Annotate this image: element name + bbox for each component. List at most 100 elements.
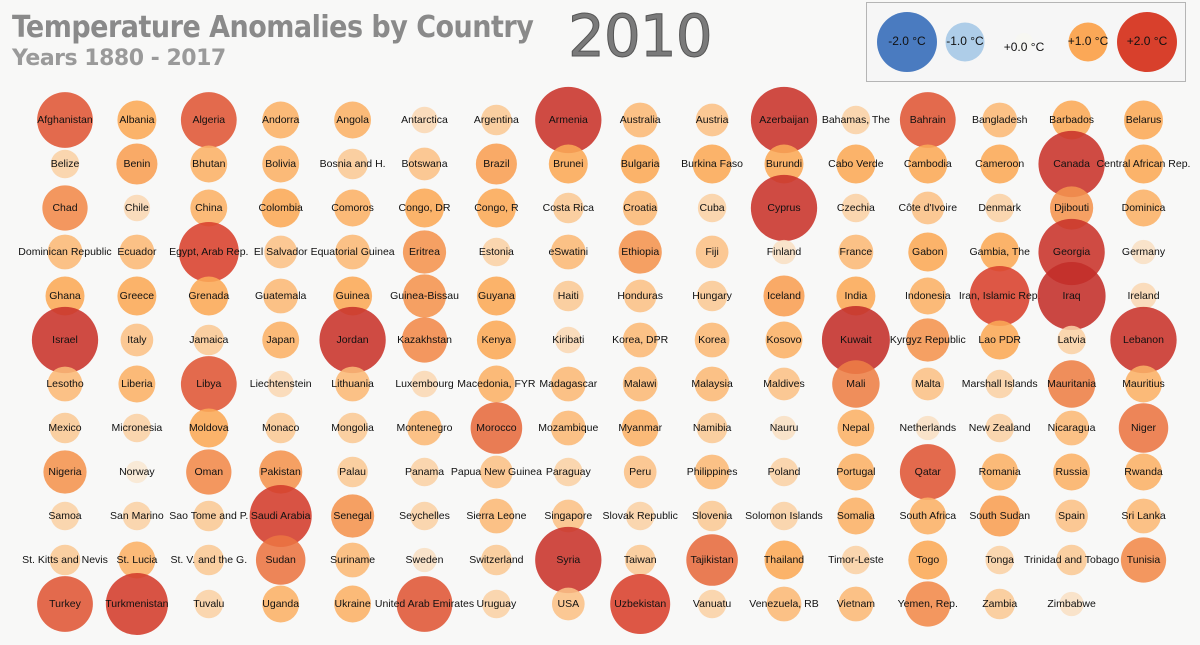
legend-swatch: [877, 12, 937, 72]
legend-swatch: [1117, 12, 1177, 72]
bubble-circle: [625, 501, 655, 531]
country-label: eSwatini: [548, 246, 588, 258]
bubble-circle: [750, 174, 818, 242]
country-label: Botswana: [401, 158, 447, 170]
bubble-circle: [122, 501, 152, 531]
legend-label: +1.0 °C: [1068, 34, 1109, 48]
country-bubble-switzerland: Switzerland: [469, 544, 524, 576]
country-bubble-vanuatu: Vanuatu: [693, 589, 731, 619]
bubble-circle: [178, 222, 239, 282]
country-bubble-san-marino: San Marino: [110, 501, 164, 531]
bubble-circle: [836, 144, 876, 184]
bubble-circle: [841, 545, 871, 575]
country-bubble-ecuador: Ecuador: [117, 234, 157, 270]
country-bubble-chile: Chile: [123, 194, 151, 222]
country-bubble-norway: Norway: [119, 460, 155, 484]
country-label: Mali: [846, 378, 865, 390]
country-bubble-moldova: Moldova: [189, 408, 229, 448]
country-label: Libya: [196, 378, 221, 390]
country-bubble-bangladesh: Bangladesh: [972, 102, 1028, 138]
bubble-circle: [694, 322, 730, 358]
country-bubble-myanmar: Myanmar: [618, 409, 663, 447]
bubble-circle: [696, 280, 728, 312]
bubble-circle: [470, 402, 523, 454]
bubble-circle: [477, 365, 515, 403]
country-bubble-uzbekistan: Uzbekistan: [610, 574, 671, 634]
bubble-circle: [750, 86, 818, 154]
bubble-circle: [622, 322, 658, 358]
bubble-circle: [981, 453, 1019, 491]
country-label: Netherlands: [899, 422, 956, 434]
bubble-circle: [122, 413, 152, 443]
country-label: Croatia: [623, 202, 657, 214]
country-bubble-kosovo: Kosovo: [765, 321, 803, 359]
country-label: Cabo Verde: [828, 158, 884, 170]
country-bubble-niger: Niger: [1118, 403, 1169, 453]
bubble-circle: [1037, 262, 1106, 330]
bubble-circle: [1052, 100, 1092, 140]
country-bubble-macedonia-fyr: Macedonia, FYR: [457, 365, 536, 403]
country-bubble-mozambique: Mozambique: [538, 410, 599, 446]
country-label: Panama: [405, 466, 444, 478]
country-label: Chile: [125, 202, 149, 214]
country-bubble-montenegro: Montenegro: [396, 410, 453, 446]
bubble-circle: [769, 501, 799, 531]
country-bubble-malawi: Malawi: [622, 366, 658, 402]
country-label: Congo, R: [474, 202, 519, 214]
country-label: Mongolia: [331, 422, 374, 434]
bubble-circle: [1120, 537, 1167, 583]
bubble-circle: [262, 321, 300, 359]
country-label: Mexico: [48, 422, 81, 434]
country-label: Georgia: [1053, 246, 1091, 258]
country-bubble-botswana: Botswana: [401, 147, 448, 181]
country-label: Solomon Islands: [745, 510, 823, 522]
country-label: Israel: [52, 334, 78, 346]
country-label: Bosnia and H.: [320, 158, 386, 170]
country-label: Korea, DPR: [612, 334, 668, 346]
bubble-circle: [337, 412, 368, 444]
bubble-circle: [265, 412, 297, 444]
country-bubble-timor-leste: Timor-Leste: [828, 545, 884, 575]
country-bubble-nicaragua: Nicaragua: [1048, 410, 1096, 446]
bubble-circle: [980, 320, 1020, 360]
country-bubble-bhutan: Bhutan: [190, 145, 228, 183]
country-label: Central African Rep.: [1097, 158, 1191, 170]
bubble-circle: [622, 102, 658, 138]
country-bubble-italy: Italy: [120, 323, 154, 357]
country-label: Togo: [916, 554, 939, 566]
bubble-circle: [764, 144, 804, 184]
country-bubble-tajikistan: Tajikistan: [686, 534, 738, 586]
bubble-circle: [1050, 186, 1094, 230]
bubble-circle: [766, 586, 802, 622]
country-bubble-india: India: [836, 276, 876, 316]
country-bubble-azerbaijan: Azerbaijan: [750, 86, 818, 154]
country-label: Slovenia: [692, 510, 732, 522]
country-label: Eritrea: [409, 246, 440, 258]
country-label: Russia: [1056, 466, 1088, 478]
country-label: Uzbekistan: [614, 598, 666, 610]
legend-swatch: [1015, 33, 1033, 51]
country-bubble-solomon-islands: Solomon Islands: [745, 501, 823, 531]
bubble-circle: [119, 234, 155, 270]
country-label: Latvia: [1058, 334, 1086, 346]
bubble-circle: [1125, 189, 1162, 227]
country-label: Gabon: [912, 246, 944, 258]
country-label: Timor-Leste: [828, 554, 884, 566]
country-label: Kenya: [482, 334, 512, 346]
bubble-circle: [841, 193, 871, 223]
country-label: San Marino: [110, 510, 164, 522]
bubble-circle: [407, 410, 442, 446]
country-label: Argentina: [474, 114, 519, 126]
country-label: Thailand: [764, 554, 804, 566]
bubble-circle: [193, 324, 225, 356]
country-bubble-congo-dr: Congo, DR: [399, 188, 451, 228]
country-bubble-pakistan: Pakistan: [259, 450, 303, 494]
bubble-circle: [623, 279, 657, 313]
legend-label: -2.0 °C: [888, 34, 926, 48]
country-bubble-ireland: Ireland: [1127, 282, 1160, 310]
country-bubble-spain: Spain: [1055, 499, 1088, 533]
bubble-circle: [836, 276, 876, 316]
country-bubble-mongolia: Mongolia: [331, 412, 374, 444]
chart-title: Temperature Anomalies by Country: [12, 10, 534, 45]
country-label: Chad: [52, 202, 77, 214]
